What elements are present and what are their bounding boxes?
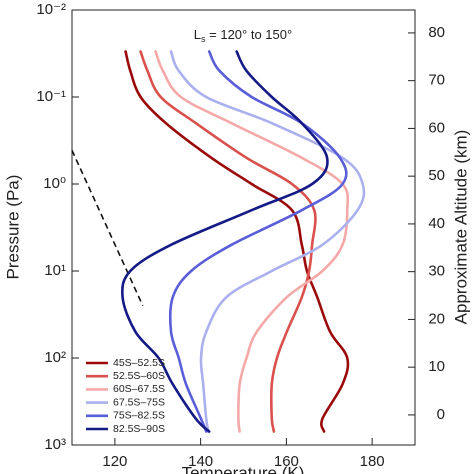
y-tick-label: 10³ — [44, 436, 66, 453]
legend-text: 45S–52.5S — [113, 357, 165, 369]
legend-text: 82.5S–90S — [113, 423, 165, 435]
legend-text: 75S–82.5S — [113, 410, 165, 422]
profile-line — [139, 50, 317, 433]
profile-line — [121, 50, 329, 433]
x-tick-label: 120 — [102, 453, 127, 470]
y2-axis-title: Approximate Altitude (km) — [451, 130, 470, 325]
y-axis-title: Pressure (Pa) — [3, 175, 22, 280]
y-tick-label: 10¹ — [44, 262, 66, 279]
y-tick-label: 10⁰ — [43, 175, 66, 192]
y-tick-label: 10⁻² — [36, 1, 66, 18]
plot-frame — [71, 9, 416, 446]
y2-tick-label: 70 — [428, 72, 445, 89]
profile-line — [169, 50, 366, 433]
y-tick-label: 10² — [44, 349, 66, 366]
y2-tick-label: 30 — [428, 263, 445, 280]
y2-tick-label: 50 — [428, 167, 445, 184]
y2-tick-label: 20 — [428, 310, 445, 327]
annotation: Ls = 120° to 150° — [194, 27, 292, 44]
profile-line — [168, 50, 348, 433]
x-tick-label: 140 — [188, 453, 213, 470]
annotation-rest: = 120° to 150° — [206, 27, 293, 42]
y2-tick-label: 80 — [428, 24, 445, 41]
x-axis-title: Temperature (K) — [182, 463, 305, 474]
annotation-sub: s — [201, 34, 206, 44]
profile-line — [154, 50, 350, 433]
y2-tick-label: 0 — [437, 406, 445, 423]
y2-tick-label: 40 — [428, 215, 445, 232]
x-tick-label: 160 — [274, 453, 299, 470]
y2-tick-label: 60 — [428, 119, 445, 136]
annotation-main: L — [194, 27, 201, 42]
y2-tick-label: 10 — [428, 358, 445, 375]
reference-line — [71, 149, 144, 306]
legend-text: 67.5S–75S — [113, 396, 165, 408]
legend-text: 60S–67.5S — [113, 383, 165, 395]
profile-line — [124, 50, 350, 433]
legend-text: 52.5S–60S — [113, 370, 165, 382]
y-tick-label: 10⁻¹ — [36, 88, 66, 105]
x-tick-label: 180 — [360, 453, 385, 470]
